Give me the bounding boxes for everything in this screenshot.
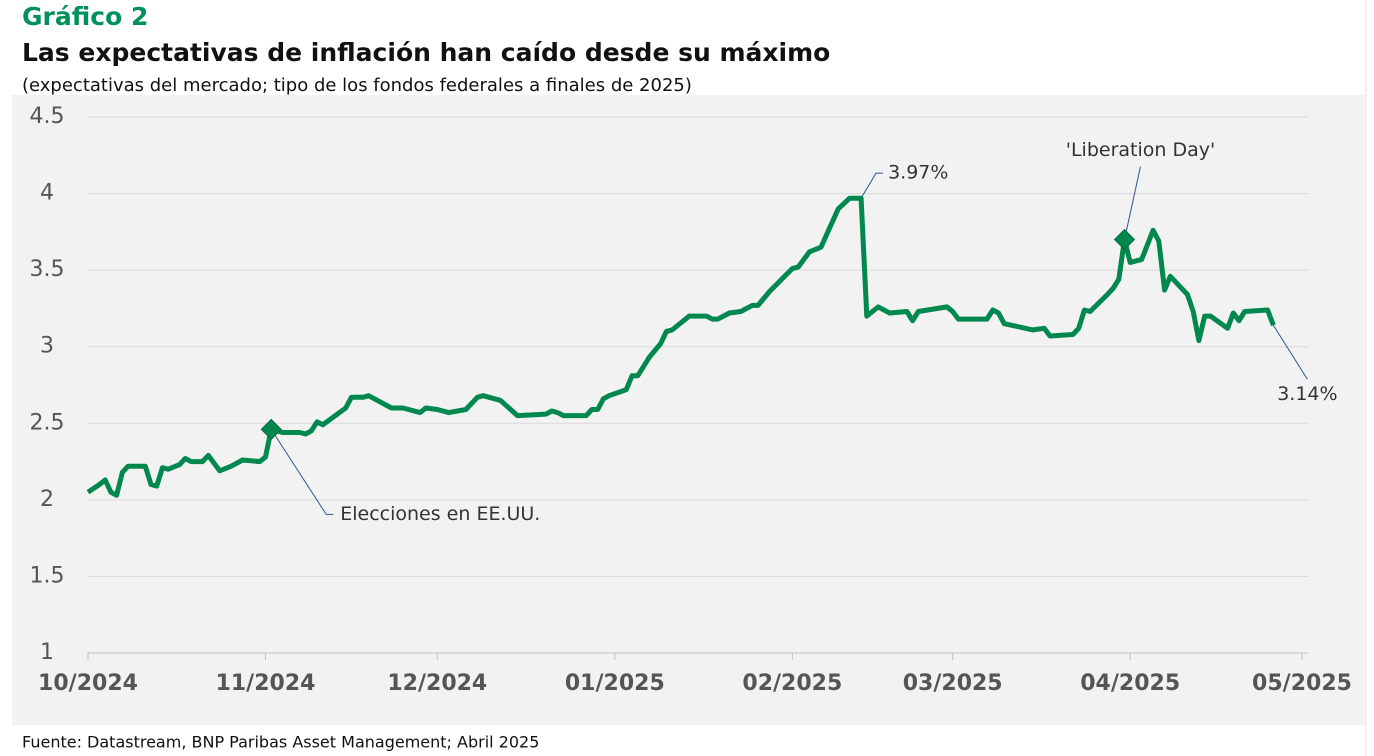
y-tick-label: 1 (40, 640, 54, 665)
value-label-leader (1272, 325, 1308, 380)
y-tick-label: 4.5 (30, 104, 65, 129)
annotation-label: 'Liberation Day' (1066, 139, 1215, 161)
y-tick-label: 1.5 (30, 563, 65, 588)
annotation-leader (1123, 166, 1141, 240)
annotation-marker (1113, 228, 1136, 251)
plot-background (12, 95, 1365, 725)
annotation-label: Elecciones en EE.UU. (340, 503, 540, 525)
x-tick-label: 10/2024 (38, 671, 138, 696)
y-tick-label: 4 (40, 181, 54, 206)
x-tick-label: 05/2025 (1252, 671, 1352, 696)
chart-kicker: Gráfico 2 (22, 2, 148, 31)
chart-source: Fuente: Datastream, BNP Paribas Asset Ma… (22, 733, 539, 752)
y-tick-label: 2 (40, 487, 54, 512)
chart-title: Las expectativas de inflación han caído … (22, 38, 830, 67)
y-tick-label: 2.5 (30, 410, 65, 435)
x-tick-label: 12/2024 (387, 671, 487, 696)
value-label: 3.14% (1277, 383, 1337, 405)
data-line (86, 195, 1276, 498)
x-tick-label: 03/2025 (903, 671, 1003, 696)
annotation-leader (270, 429, 334, 515)
x-tick-label: 02/2025 (742, 671, 842, 696)
x-tick-label: 04/2025 (1080, 671, 1180, 696)
y-tick-label: 3.5 (30, 257, 65, 282)
annotation-marker (260, 418, 282, 441)
y-tick-label: 3 (40, 334, 54, 359)
value-label-leader (860, 172, 884, 199)
value-label: 3.97% (888, 162, 948, 184)
chart-subtitle: (expectativas del mercado; tipo de los f… (22, 75, 692, 96)
x-tick-label: 01/2025 (565, 671, 665, 696)
x-tick-label: 11/2024 (216, 671, 316, 696)
